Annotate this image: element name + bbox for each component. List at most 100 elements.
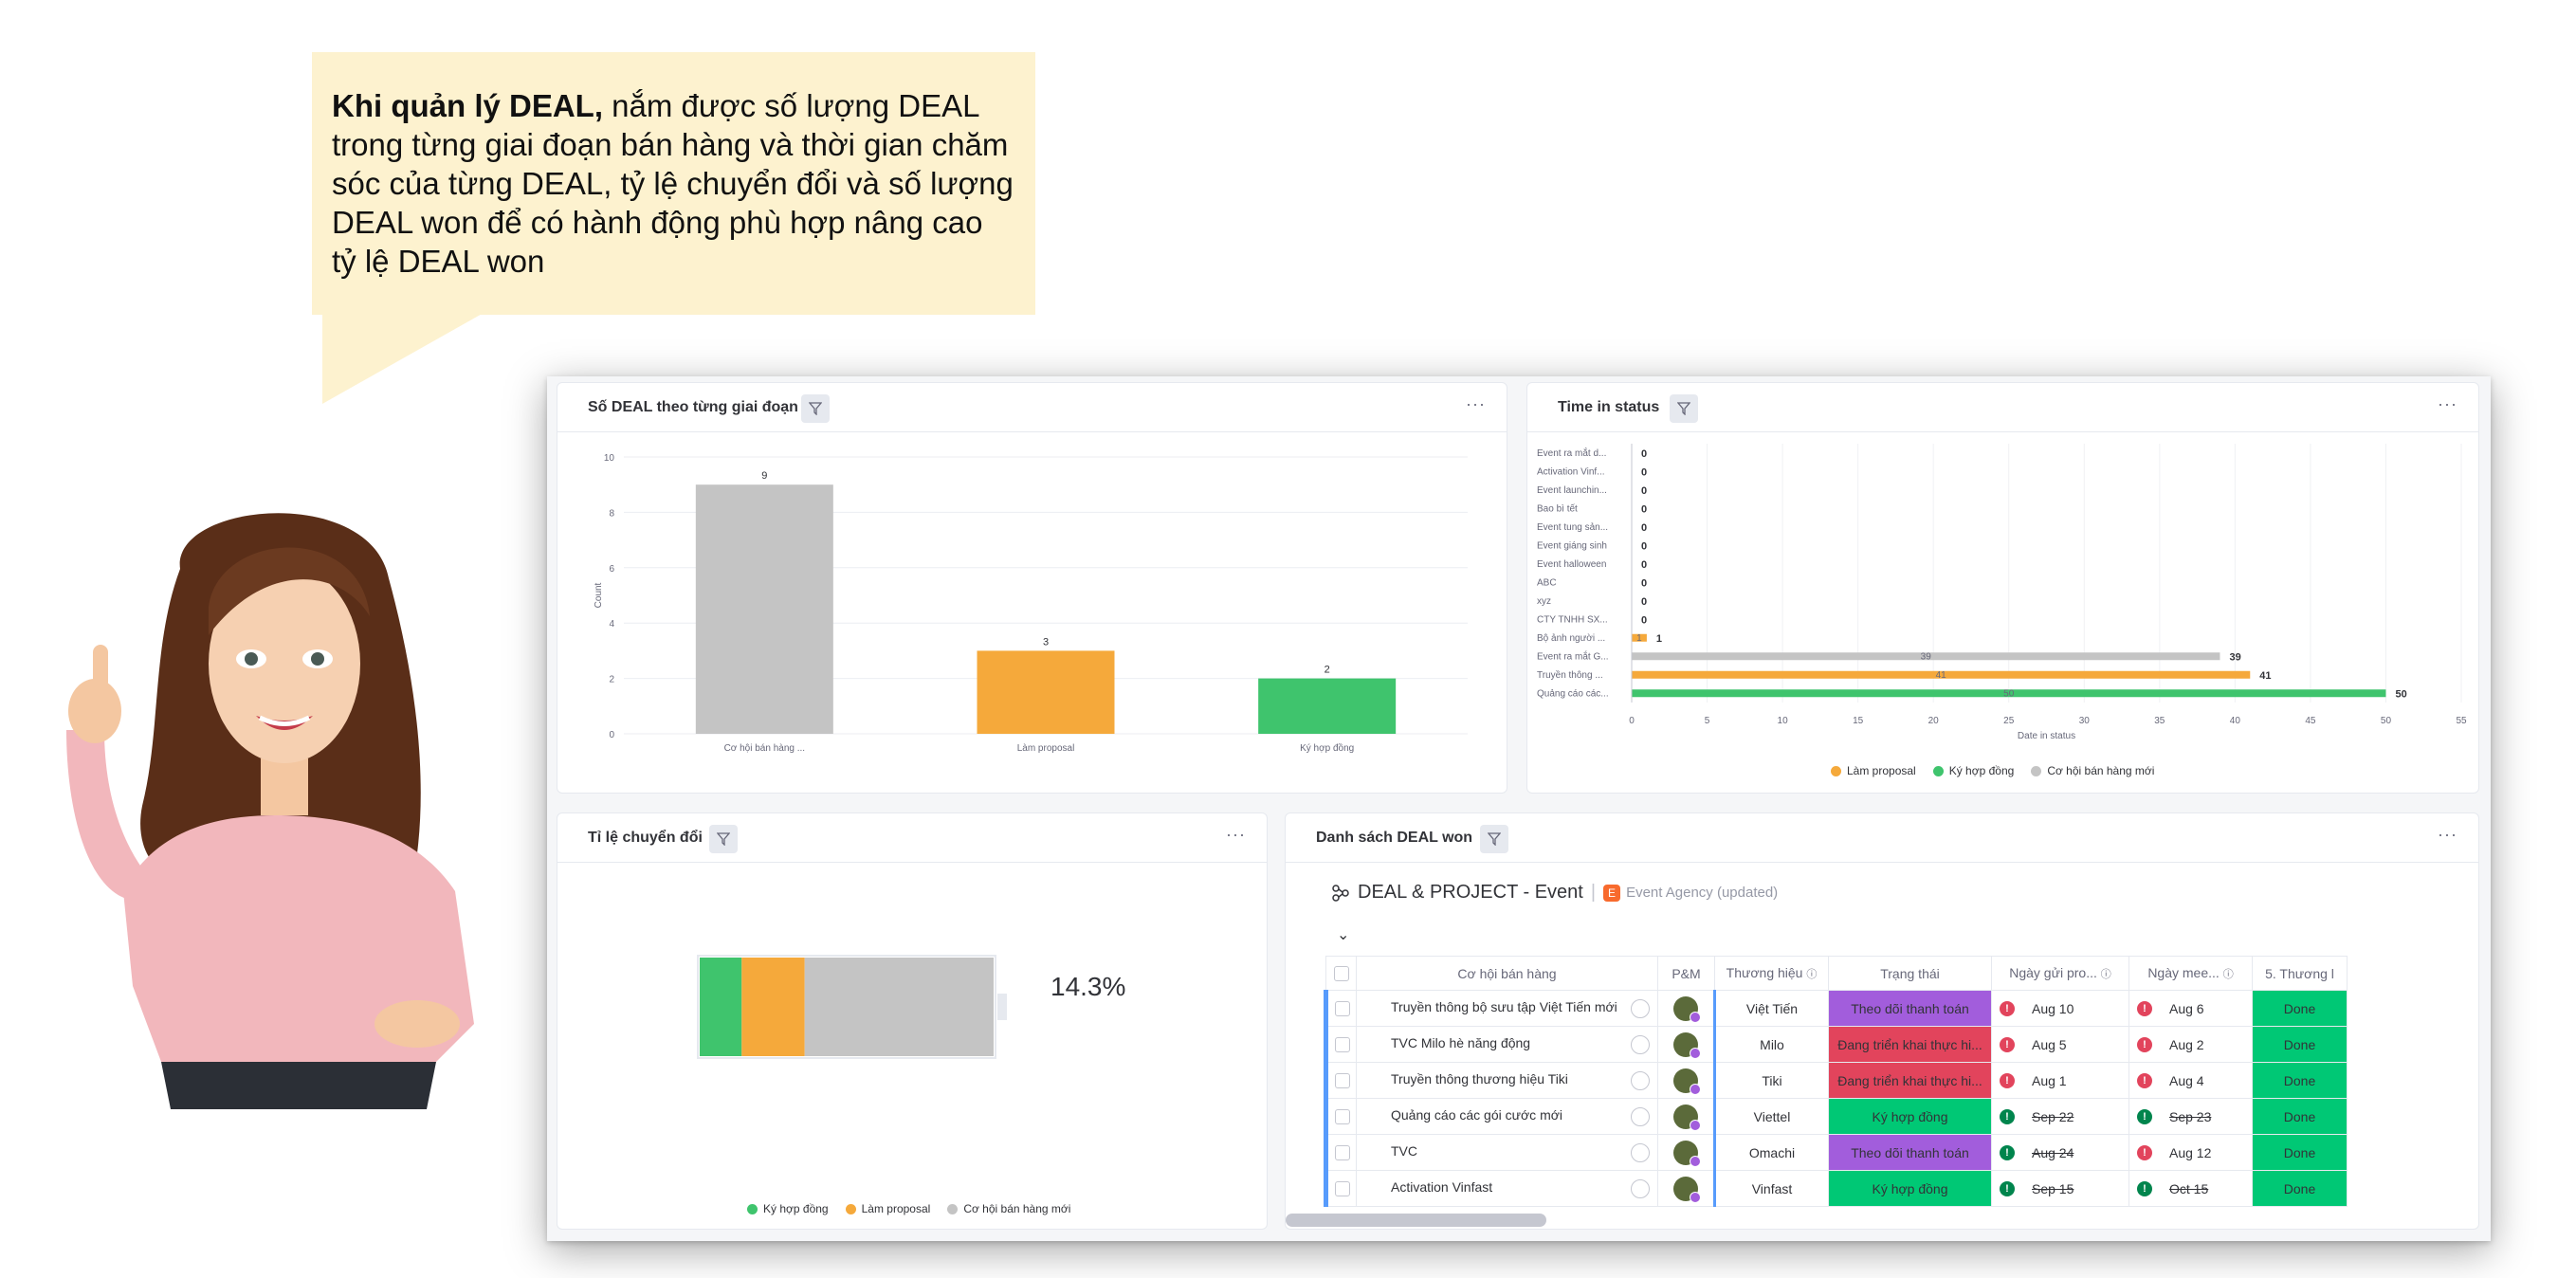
brand-cell[interactable]: Omachi (1713, 1134, 1829, 1171)
header-select[interactable] (1325, 956, 1357, 991)
header-proposal-date[interactable]: Ngày gửi pro... ⓘ (1991, 956, 2129, 991)
header-deal[interactable]: Cơ hội bán hàng (1356, 956, 1658, 991)
proposal-date-cell[interactable]: ! Aug 24 (1991, 1134, 2129, 1171)
filter-button[interactable] (709, 825, 738, 853)
header-status[interactable]: Trạng thái (1828, 956, 1992, 991)
pm-cell[interactable] (1657, 1098, 1715, 1135)
row-checkbox[interactable] (1334, 1145, 1350, 1161)
deal-name-cell[interactable]: Activation Vinfast (1356, 1170, 1658, 1207)
widget-menu-button[interactable]: ··· (2438, 825, 2457, 844)
add-update-icon[interactable] (1631, 998, 1650, 1018)
avatar[interactable] (1673, 1032, 1701, 1059)
widget-menu-button[interactable]: ··· (2438, 394, 2457, 413)
add-update-icon[interactable] (1631, 1142, 1650, 1162)
brand-cell[interactable]: Việt Tiến (1713, 990, 1829, 1027)
brand-cell[interactable]: Tiki (1713, 1062, 1829, 1099)
negotiation-cell[interactable]: Done (2252, 1062, 2348, 1099)
header-pm[interactable]: P&M (1657, 956, 1715, 991)
status-cell[interactable]: Ký hợp đồng (1828, 1098, 1992, 1135)
pm-cell[interactable] (1657, 1062, 1715, 1099)
meeting-date-cell[interactable]: ! Oct 15 (2128, 1170, 2253, 1207)
horizontal-scrollbar[interactable] (1286, 1214, 1546, 1227)
status-cell[interactable]: Đang triển khai thực hi... (1828, 1062, 1992, 1099)
filter-button[interactable] (801, 394, 830, 423)
negotiation-cell[interactable]: Done (2252, 990, 2348, 1027)
row-checkbox[interactable] (1334, 1181, 1350, 1197)
widget-menu-button[interactable]: ··· (1466, 394, 1486, 413)
meeting-date-cell[interactable]: ! Sep 23 (2128, 1098, 2253, 1135)
brand-cell[interactable]: Viettel (1713, 1098, 1829, 1135)
negotiation-cell[interactable]: Done (2252, 1134, 2348, 1171)
meeting-date-cell[interactable]: ! Aug 2 (2128, 1026, 2253, 1063)
avatar[interactable] (1673, 1176, 1701, 1203)
pm-cell[interactable] (1657, 1026, 1715, 1063)
table-row[interactable]: Activation Vinfast Vinfast Ký hợp đồng! Sep… (1324, 1170, 2348, 1207)
negotiation-cell[interactable]: Done (2252, 1098, 2348, 1135)
meeting-date-cell[interactable]: ! Aug 6 (2128, 990, 2253, 1027)
y-tick-label: xyz (1537, 596, 1551, 607)
status-cell[interactable]: Đang triển khai thực hi... (1828, 1026, 1992, 1063)
legend-item[interactable]: Ký hợp đồng (747, 1202, 829, 1215)
status-cell[interactable]: Theo dõi thanh toán (1828, 1134, 1992, 1171)
avatar[interactable] (1673, 1140, 1701, 1167)
negotiation-cell[interactable]: Done (2252, 1170, 2348, 1207)
meeting-date-cell[interactable]: ! Aug 12 (2128, 1134, 2253, 1171)
table-row[interactable]: TVC Omachi Theo dõi thanh toán! Aug 24! Aug … (1324, 1134, 2348, 1171)
row-select-cell[interactable] (1324, 1098, 1357, 1135)
legend-item[interactable]: Cơ hội bán hàng mới (947, 1202, 1070, 1215)
proposal-date-cell[interactable]: ! Sep 22 (1991, 1098, 2129, 1135)
avatar[interactable] (1673, 1068, 1701, 1095)
status-cell[interactable]: Theo dõi thanh toán (1828, 990, 1992, 1027)
legend-item[interactable]: Làm proposal (1831, 764, 1916, 777)
row-checkbox[interactable] (1334, 1037, 1350, 1053)
status-cell[interactable]: Ký hợp đồng (1828, 1170, 1992, 1207)
meeting-date-cell[interactable]: ! Aug 4 (2128, 1062, 2253, 1099)
proposal-date-cell[interactable]: ! Aug 1 (1991, 1062, 2129, 1099)
widget-menu-button[interactable]: ··· (1226, 825, 1246, 844)
board-title[interactable]: DEAL & PROJECT - Event | E Event Agency (… (1331, 882, 1778, 904)
negotiation-cell[interactable]: Done (2252, 1026, 2348, 1063)
proposal-date-cell[interactable]: ! Aug 5 (1991, 1026, 2129, 1063)
bar-value-label: 0 (1641, 614, 1647, 626)
row-select-cell[interactable] (1324, 1170, 1357, 1207)
pm-cell[interactable] (1657, 1170, 1715, 1207)
filter-button[interactable] (1670, 394, 1698, 423)
row-select-cell[interactable] (1324, 1026, 1357, 1063)
add-update-icon[interactable] (1631, 1178, 1650, 1198)
pm-cell[interactable] (1657, 1134, 1715, 1171)
row-select-cell[interactable] (1324, 1062, 1357, 1099)
filter-button[interactable] (1480, 825, 1508, 853)
deal-name-cell[interactable]: TVC Milo hè năng động (1356, 1026, 1658, 1063)
header-meeting-date[interactable]: Ngày mee... ⓘ (2128, 956, 2253, 991)
row-select-cell[interactable] (1324, 1134, 1357, 1171)
deal-name-cell[interactable]: TVC (1356, 1134, 1658, 1171)
table-row[interactable]: Truyền thông thương hiệu Tiki Tiki Đang tr… (1324, 1062, 2348, 1099)
avatar[interactable] (1673, 995, 1701, 1023)
deal-name-cell[interactable]: Quảng cáo các gói cước mới (1356, 1098, 1658, 1135)
header-negotiation[interactable]: 5. Thương l (2252, 956, 2348, 991)
deal-name-cell[interactable]: Truyền thông bộ sưu tập Việt Tiến mới (1356, 990, 1658, 1027)
add-update-icon[interactable] (1631, 1106, 1650, 1126)
row-checkbox[interactable] (1334, 1073, 1350, 1089)
table-row[interactable]: Quảng cáo các gói cước mới Viettel Ký hợp … (1324, 1098, 2348, 1135)
deal-name-cell[interactable]: Truyền thông thương hiệu Tiki (1356, 1062, 1658, 1099)
proposal-date-cell[interactable]: ! Aug 10 (1991, 990, 2129, 1027)
collapse-chevron-icon[interactable]: ⌄ (1337, 927, 1350, 943)
legend-item[interactable]: Làm proposal (845, 1202, 930, 1215)
row-select-cell[interactable] (1324, 990, 1357, 1027)
avatar[interactable] (1673, 1104, 1701, 1131)
legend-item[interactable]: Ký hợp đồng (1932, 764, 2014, 777)
table-row[interactable]: TVC Milo hè năng động Milo Đang triển khai… (1324, 1026, 2348, 1063)
row-checkbox[interactable] (1334, 1109, 1350, 1125)
brand-cell[interactable]: Vinfast (1713, 1170, 1829, 1207)
legend-item[interactable]: Cơ hội bán hàng mới (2031, 764, 2154, 777)
add-update-icon[interactable] (1631, 1070, 1650, 1090)
row-checkbox[interactable] (1334, 1001, 1350, 1017)
proposal-date-cell[interactable]: ! Sep 15 (1991, 1170, 2129, 1207)
brand-cell[interactable]: Milo (1713, 1026, 1829, 1063)
select-all-checkbox[interactable] (1333, 966, 1349, 982)
add-update-icon[interactable] (1631, 1034, 1650, 1054)
table-row[interactable]: Truyền thông bộ sưu tập Việt Tiến mới Việ… (1324, 990, 2348, 1027)
pm-cell[interactable] (1657, 990, 1715, 1027)
header-brand[interactable]: Thương hiệu ⓘ (1714, 956, 1829, 991)
